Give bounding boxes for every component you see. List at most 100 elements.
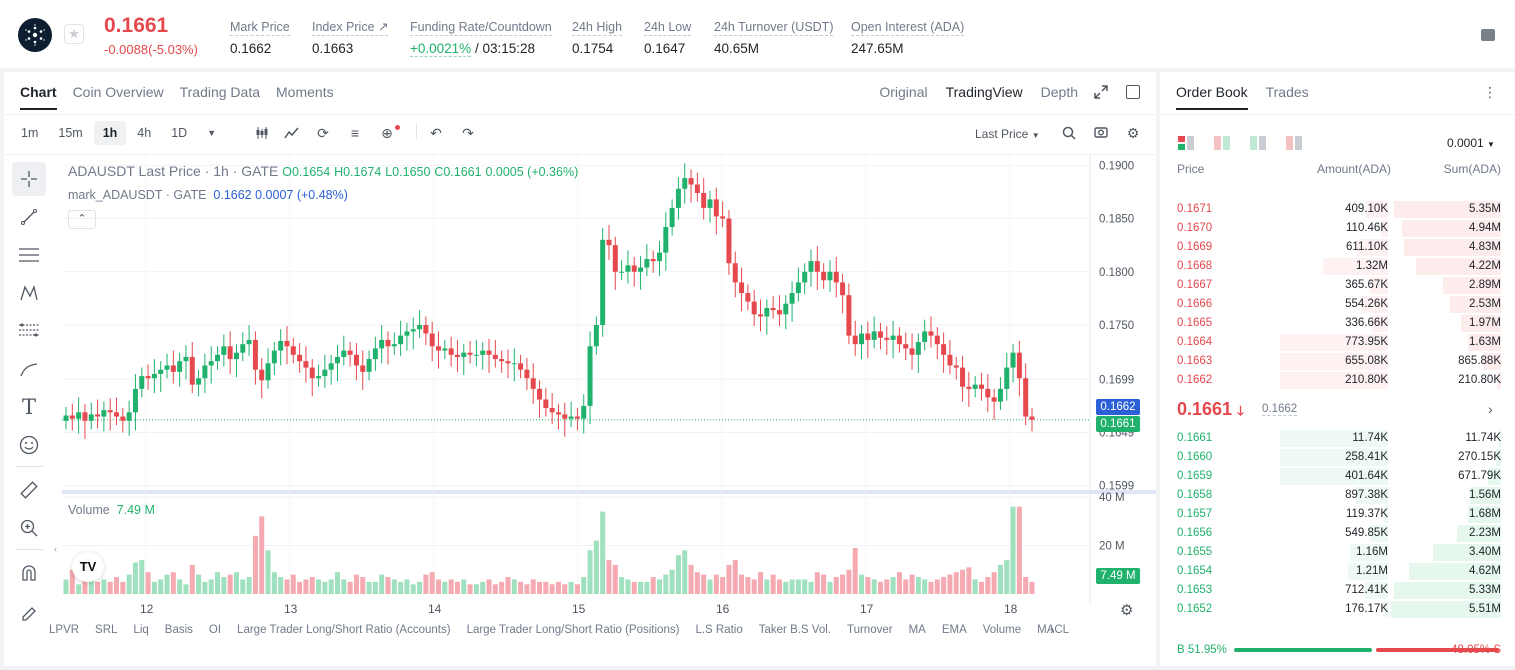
ask-row[interactable]: 0.1666 554.26K 2.53M [1160, 295, 1515, 314]
tab-trades[interactable]: Trades [1265, 84, 1309, 100]
indicator-2[interactable]: Liq [133, 624, 149, 636]
add-alert-icon[interactable]: ⊕ [381, 125, 393, 141]
stat-label[interactable]: Funding Rate/Countdown [410, 20, 552, 36]
template-icon[interactable]: ≡ [350, 125, 360, 141]
ask-row[interactable]: 0.1663 655.08K 865.88K [1160, 352, 1515, 371]
candle-type-icon[interactable] [254, 126, 270, 140]
indicator-6[interactable]: Large Trader Long/Short Ratio (Positions… [466, 624, 680, 636]
bid-row[interactable]: 0.1655 1.16M 3.40M [1160, 543, 1515, 562]
emoji-icon[interactable] [12, 428, 46, 462]
candle-body [795, 282, 801, 294]
ask-row[interactable]: 0.1662 210.80K 210.80K [1160, 371, 1515, 390]
ruler-icon[interactable] [12, 473, 46, 507]
book-mode-both-icon[interactable] [1178, 136, 1194, 150]
book-mode-split-icon[interactable] [1214, 136, 1230, 150]
ask-row[interactable]: 0.1669 611.10K 4.83M [1160, 238, 1515, 257]
funding-rate-value[interactable]: +0.0021% [410, 41, 472, 57]
text-tool-icon[interactable]: T [21, 395, 36, 419]
crosshair-icon[interactable] [12, 162, 46, 196]
bid-row[interactable]: 0.1654 1.21M 4.62M [1160, 562, 1515, 581]
indicator-11[interactable]: EMA [941, 624, 967, 636]
book-mode-asks-icon[interactable] [1286, 136, 1302, 150]
book-mode-bids-icon[interactable] [1250, 136, 1266, 150]
chevron-right-icon[interactable]: › [1488, 401, 1493, 417]
collapse-legend-button[interactable]: ⌃ [68, 210, 96, 229]
volume-bar [398, 581, 404, 594]
candle-body [675, 188, 681, 208]
mark-symbol[interactable]: mark_ADAUSDT · GATE [68, 188, 207, 202]
indicators-icon[interactable] [284, 126, 300, 140]
bid-row[interactable]: 0.1659 401.64K 671.79K [1160, 467, 1515, 486]
brush-icon[interactable] [12, 352, 46, 386]
ask-row[interactable]: 0.1665 336.66K 1.97M [1160, 314, 1515, 333]
gear-icon[interactable]: ⚙ [1126, 125, 1140, 141]
favorite-star-icon[interactable]: ★ [64, 24, 84, 44]
tab-trading-data[interactable]: Trading Data [179, 84, 261, 100]
indicator-10[interactable]: MA [908, 624, 926, 636]
redo-icon[interactable]: ↷ [462, 125, 474, 141]
volume-label[interactable]: Volume [68, 503, 110, 517]
chevron-right-icon[interactable]: › [1050, 622, 1055, 637]
ask-row[interactable]: 0.1670 110.46K 4.94M [1160, 219, 1515, 238]
indicator-3[interactable]: Basis [164, 624, 193, 636]
stat-mark-price: Mark Price 0.1662 [230, 18, 290, 56]
bid-row[interactable]: 0.1660 258.41K 270.15K [1160, 448, 1515, 467]
horizontal-lines-icon[interactable] [12, 238, 46, 272]
tab-order-book[interactable]: Order Book [1176, 84, 1248, 110]
stat-label[interactable]: Index Price ↗ [312, 20, 389, 36]
ask-row[interactable]: 0.1668 1.32M 4.22M [1160, 257, 1515, 276]
pattern-icon[interactable] [12, 276, 46, 310]
price-source-select[interactable]: Last Price ▼ [975, 127, 1040, 141]
search-icon[interactable] [1061, 126, 1077, 140]
view-depth[interactable]: Depth [1040, 84, 1078, 100]
legend-symbol[interactable]: ADAUSDT Last Price · 1h · GATE [68, 163, 279, 179]
indicator-1[interactable]: SRL [95, 624, 118, 636]
ask-row[interactable]: 0.1667 365.67K 2.89M [1160, 276, 1515, 295]
book-icon[interactable] [1481, 29, 1495, 41]
zoom-in-icon[interactable] [12, 511, 46, 545]
fullscreen-icon[interactable] [1126, 85, 1140, 99]
indicator-9[interactable]: Turnover [846, 624, 893, 636]
timeframe-15m[interactable]: 15m [58, 126, 83, 140]
fib-icon[interactable] [12, 314, 46, 348]
more-icon[interactable]: ⋮ [1483, 84, 1497, 100]
indicator-12[interactable]: Volume [982, 624, 1022, 636]
timeframe-1d[interactable]: 1D [171, 126, 188, 140]
indicator-7[interactable]: L.S Ratio [695, 624, 743, 636]
bid-row[interactable]: 0.1652 176.17K 5.51M [1160, 600, 1515, 619]
undo-icon[interactable]: ↶ [430, 125, 442, 141]
bid-row[interactable]: 0.1661 11.74K 11.74K [1160, 429, 1515, 448]
timeframe-4h[interactable]: 4h [137, 126, 152, 140]
lock-drawing-icon[interactable] [12, 594, 46, 628]
view-original[interactable]: Original [879, 84, 928, 100]
stat-label[interactable]: Mark Price [230, 20, 290, 36]
expand-icon[interactable] [1094, 85, 1108, 99]
ask-row[interactable]: 0.1664 773.95K 1.63M [1160, 333, 1515, 352]
view-tradingview[interactable]: TradingView [945, 84, 1023, 100]
replay-icon[interactable]: ⟳ [317, 125, 329, 141]
camera-icon[interactable] [1093, 126, 1109, 140]
magnet-icon[interactable] [12, 556, 46, 590]
bid-row[interactable]: 0.1658 897.38K 1.56M [1160, 486, 1515, 505]
tab-coin-overview[interactable]: Coin Overview [72, 84, 164, 100]
collapse-toolbar-icon[interactable]: ‹ [54, 544, 57, 554]
timeframe-1m[interactable]: 1m [21, 126, 39, 140]
indicator-4[interactable]: OI [208, 624, 222, 636]
axis-settings-icon[interactable]: ⚙ [1120, 602, 1134, 619]
ask-row[interactable]: 0.1671 409.10K 5.35M [1160, 200, 1515, 219]
timeframe-dropdown-icon[interactable]: ▼ [207, 128, 217, 138]
tradingview-logo[interactable]: TV [72, 552, 104, 582]
bid-row[interactable]: 0.1657 119.37K 1.68M [1160, 505, 1515, 524]
tab-moments[interactable]: Moments [276, 84, 334, 100]
tab-chart[interactable]: Chart [20, 84, 57, 110]
indicator-13[interactable]: MACL [1037, 624, 1070, 636]
indicator-0[interactable]: LPVR [49, 624, 80, 636]
indicator-8[interactable]: Taker B.S Vol. [758, 624, 831, 636]
mid-mark-price[interactable]: 0.1662 [1262, 403, 1298, 416]
indicator-5[interactable]: Large Trader Long/Short Ratio (Accounts) [237, 624, 451, 636]
timeframe-1h[interactable]: 1h [93, 121, 127, 145]
bid-row[interactable]: 0.1656 549.85K 2.23M [1160, 524, 1515, 543]
bid-row[interactable]: 0.1653 712.41K 5.33M [1160, 581, 1515, 600]
precision-select[interactable]: 0.0001 ▼ [1447, 136, 1495, 150]
trend-line-icon[interactable] [12, 200, 46, 234]
